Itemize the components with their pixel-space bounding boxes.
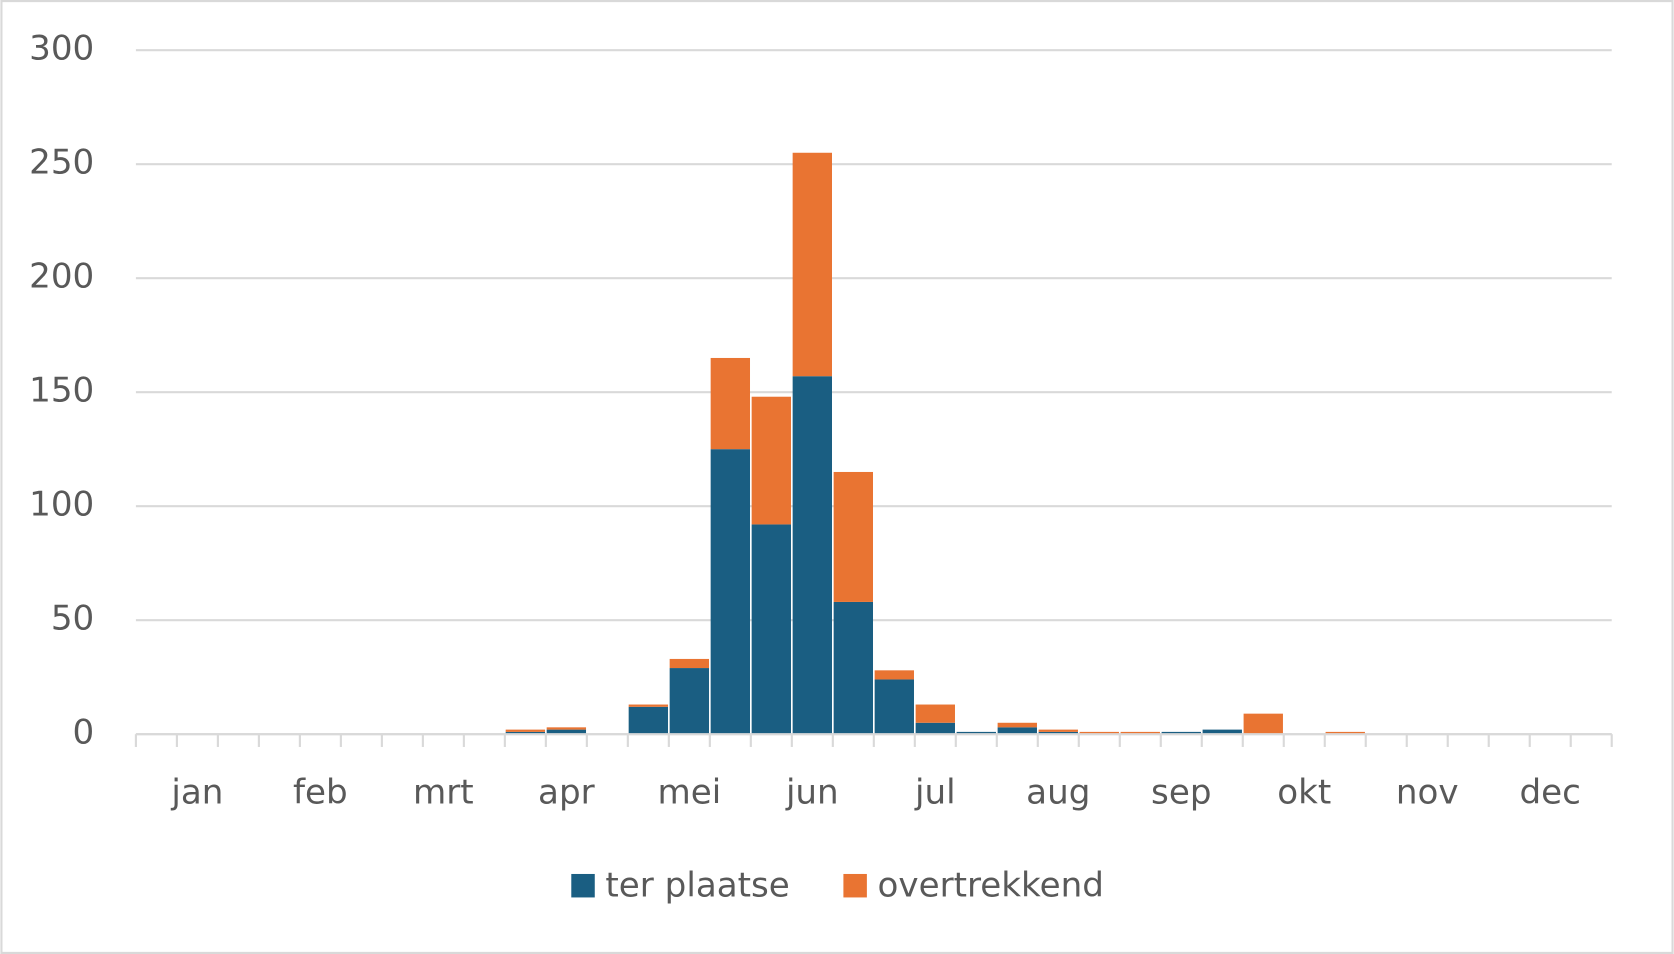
bar-segment (997, 727, 1037, 735)
bar-segment (1161, 731, 1201, 735)
bar-segment (1325, 731, 1365, 735)
x-tick-label: okt (1277, 772, 1331, 812)
x-tick-label: mrt (413, 772, 474, 812)
y-tick-label: 250 (29, 143, 94, 183)
y-tick-label: 200 (29, 257, 94, 297)
x-tick-label: jun (785, 772, 839, 812)
bar-segment (792, 376, 833, 735)
legend-label: ter plaatse (605, 865, 789, 905)
bar-segment (546, 727, 587, 730)
y-tick-label: 100 (29, 485, 94, 525)
bar-segment (915, 704, 955, 723)
bar-segment (710, 449, 751, 735)
bar-segment (874, 670, 914, 680)
x-tick-label: feb (293, 772, 348, 812)
bar-segment (1038, 731, 1078, 735)
bar-segment (833, 601, 873, 735)
bar-segment (1120, 731, 1160, 735)
bar-segment (710, 357, 751, 450)
legend-label: overtrekkend (878, 865, 1104, 905)
bar-segment (915, 722, 955, 735)
x-tick-label: sep (1151, 772, 1211, 812)
bar-segment (1202, 729, 1242, 735)
x-tick-label: jan (170, 772, 223, 812)
bar-segment (628, 704, 669, 707)
legend-swatch (843, 873, 867, 898)
y-tick-label: 50 (51, 599, 94, 639)
x-tick-label: mei (657, 772, 721, 812)
bar-segment (1243, 713, 1283, 735)
bar-segment (1079, 731, 1119, 735)
bar-segment (956, 731, 996, 735)
bar-segment (792, 152, 833, 377)
bar-segment (751, 524, 792, 735)
legend-swatch (571, 873, 595, 898)
y-tick-label: 0 (73, 713, 95, 753)
bar-segment (669, 668, 710, 735)
bar-segment (874, 679, 914, 735)
bar-segment (669, 658, 710, 669)
bar-segment (546, 729, 587, 735)
bar-segment (1038, 729, 1078, 732)
bar-segment (628, 706, 669, 735)
bar-segment (505, 729, 546, 732)
bar-segment (751, 396, 792, 525)
bar-segment (997, 722, 1037, 728)
y-tick-label: 150 (29, 371, 94, 411)
x-tick-label: jul (914, 772, 956, 812)
x-tick-label: nov (1396, 772, 1459, 812)
x-tick-label: aug (1026, 772, 1090, 812)
bar-segment (505, 731, 546, 735)
y-tick-label: 300 (29, 29, 94, 69)
bar-segment (833, 471, 873, 602)
x-tick-label: apr (538, 772, 596, 812)
x-tick-label: dec (1520, 772, 1581, 812)
